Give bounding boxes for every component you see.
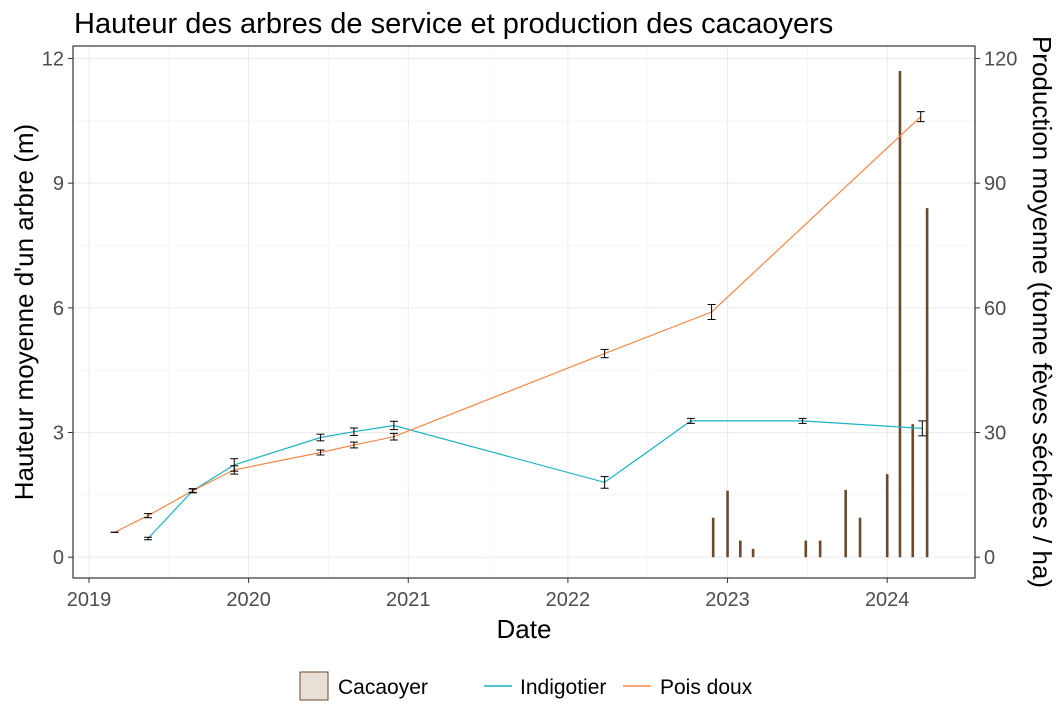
y-tick-label: 12 <box>42 48 64 70</box>
x-tick-label: 2022 <box>546 589 591 611</box>
bar-cacaoyer <box>858 517 862 558</box>
bar-cacaoyer <box>711 517 715 558</box>
error-bar-pois-doux <box>389 432 398 441</box>
y2-tick-label: 30 <box>984 423 1006 445</box>
error-bar-pois-doux <box>916 111 925 123</box>
series-line-pois-doux <box>114 116 922 533</box>
error-bar-indigotier <box>600 476 609 489</box>
error-bar-pois-doux <box>707 304 716 320</box>
y-tick-label: 3 <box>53 423 64 445</box>
error-bar-pois-doux <box>144 513 153 519</box>
bar-cacaoyer <box>844 489 847 558</box>
error-bar-indigotier <box>918 420 927 437</box>
legend: Cacaoyer Indigotier Pois doux <box>299 671 753 701</box>
legend-label-cacaoyer: Cacaoyer <box>338 676 428 699</box>
error-bar-indigotier <box>316 433 325 442</box>
y-axis-title: Hauteur moyenne d'un arbre (m) <box>9 124 39 500</box>
x-tick-label: 2019 <box>67 589 112 611</box>
bar-cacaoyer <box>911 424 915 558</box>
x-tick-label: 2020 <box>226 589 271 611</box>
y-tick-label: 0 <box>53 547 64 569</box>
bar-cacaoyer <box>898 70 902 558</box>
error-bar-pois-doux <box>316 449 325 456</box>
series-lines <box>114 116 923 539</box>
x-axis-title: Date <box>497 614 552 644</box>
bar-cacaoyer <box>726 490 729 558</box>
bar-cacaoyer <box>885 474 889 558</box>
error-bar-indigotier <box>349 427 358 436</box>
legend-key-cacaoyer <box>299 671 329 701</box>
error-bar-pois-doux <box>188 488 197 494</box>
bar-cacaoyer <box>739 540 742 558</box>
y2-tick-label: 120 <box>984 48 1017 70</box>
error-bar-pois-doux <box>600 348 609 359</box>
y2-tick-label: 0 <box>984 547 995 569</box>
bar-cacaoyer <box>751 548 755 558</box>
y2-tick-label: 60 <box>984 298 1006 320</box>
error-bars <box>110 111 927 541</box>
grid <box>73 46 975 578</box>
x-tick-label: 2023 <box>705 589 750 611</box>
bar-cacaoyer <box>818 540 822 558</box>
y-tick-label: 6 <box>53 298 64 320</box>
error-bar-indigotier <box>798 417 807 424</box>
error-bar-pois-doux <box>230 465 239 475</box>
bar-cacaoyer <box>925 208 929 558</box>
bar-cacaoyer <box>804 540 808 558</box>
legend-label-indigotier: Indigotier <box>520 676 606 699</box>
error-bar-indigotier <box>389 420 398 431</box>
error-bar-indigotier <box>144 536 153 541</box>
bars <box>711 70 929 558</box>
error-bar-pois-doux <box>349 441 358 449</box>
x-tick-label: 2021 <box>386 589 431 611</box>
chart-title: Hauteur des arbres de service et product… <box>74 8 833 40</box>
legend-label-pois-doux: Pois doux <box>660 676 753 699</box>
y-tick-label: 9 <box>53 173 64 195</box>
y2-axis-title: Production moyenne (tonne fèves séchées … <box>1027 36 1057 588</box>
y2-tick-label: 90 <box>984 173 1006 195</box>
x-tick-label: 2024 <box>865 589 910 611</box>
series-line-indigotier <box>147 420 923 539</box>
plot-frame <box>72 45 976 579</box>
error-bar-indigotier <box>686 417 695 424</box>
